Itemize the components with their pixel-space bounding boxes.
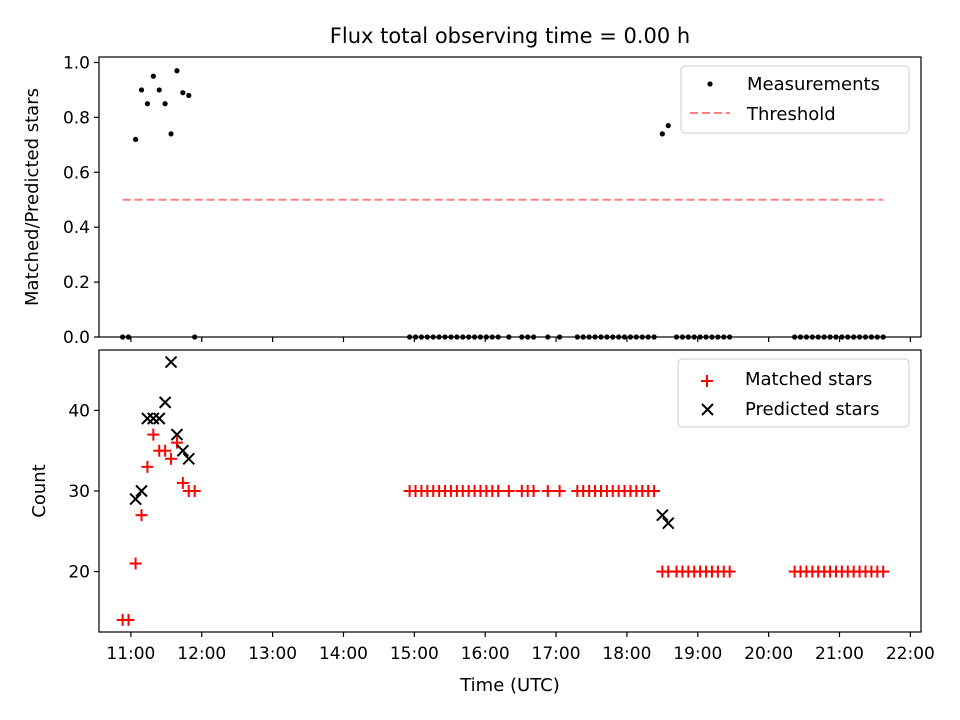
measurement-point [180, 90, 186, 96]
matched-star-point [129, 557, 142, 570]
legend-measurements-label: Measurements [747, 74, 880, 95]
predicted-star-point [170, 428, 184, 441]
measurement-point [156, 87, 162, 93]
measurement-point [168, 131, 174, 137]
bottom-y-tick-label: 30 [68, 482, 90, 502]
measurement-point [138, 87, 145, 93]
bottom-y-axis-label: Count [29, 464, 50, 517]
predicted-star-point [158, 396, 172, 409]
x-tick-label: 19:00 [673, 644, 722, 664]
x-tick-label: 21:00 [815, 644, 864, 664]
matched-star-point [176, 476, 189, 489]
bottom-y-tick-label: 40 [68, 401, 90, 421]
x-tick-label: 12:00 [177, 644, 226, 664]
matched-star-point [527, 485, 540, 497]
bottom-axes-frame [98, 349, 922, 633]
matched-star-point [723, 565, 736, 578]
legend-matched-marker [701, 375, 713, 387]
x-tick-label: 13:00 [248, 644, 297, 664]
top-y-tick-label: 0.6 [63, 163, 90, 183]
top-y-tick-label: 1.0 [63, 53, 90, 73]
matched-star-point [135, 509, 148, 522]
x-tick-label: 15:00 [390, 644, 439, 664]
top-legend-box [680, 65, 910, 134]
bottom-legend-box [677, 358, 910, 428]
legend-predicted-label: Predicted stars [745, 399, 879, 420]
measurement-point [150, 73, 156, 79]
bottom-y-ticks: 20 30 40 [68, 401, 99, 583]
bottom-legend: Matched stars Predicted stars [677, 358, 910, 428]
matched-star-point [188, 485, 201, 497]
predicted-star-point [662, 517, 675, 530]
x-tick-label: 20:00 [744, 644, 793, 664]
measurement-point [174, 68, 180, 74]
bottom-plot-area [116, 355, 890, 626]
measurement-point [162, 101, 168, 107]
top-y-tick-label: 0.8 [63, 108, 90, 128]
matched-star-point [122, 613, 135, 626]
measurement-point [186, 92, 192, 99]
top-legend: Measurements Threshold [680, 65, 910, 134]
top-y-tick-label: 0.0 [63, 328, 90, 348]
matched-star-point [159, 444, 172, 457]
matched-star-point [553, 485, 566, 497]
x-tick-label: 16:00 [461, 644, 510, 664]
x-tick-label: 11:00 [106, 644, 155, 664]
x-axis-label: Time (UTC) [459, 675, 560, 696]
top-y-tick-label: 0.2 [63, 273, 90, 293]
measurement-point [665, 123, 671, 129]
legend-threshold-label: Threshold [746, 104, 836, 125]
bottom-x-ticks: 11:00 12:00 13:00 14:00 15:00 16:00 17:00 18:00… [106, 632, 935, 664]
predicted-star-point [176, 444, 190, 457]
measurement-point [133, 136, 139, 142]
x-tick-label: 17:00 [532, 644, 581, 664]
bottom-panel: 20 30 40 11:00 12:00 13:00 14:00 15:00 16:00 17:… [29, 349, 935, 696]
predicted-star-point [656, 508, 669, 522]
predicted-star-point [147, 412, 160, 425]
x-tick-label: 18:00 [602, 644, 651, 664]
matched-star-point [541, 485, 554, 497]
top-panel: 0.0 0.2 0.4 0.6 0.8 1.0 Matched/Predicted sta… [22, 53, 922, 348]
matched-star-point [141, 460, 154, 473]
predicted-star-point [135, 484, 148, 498]
matched-star-point [502, 485, 515, 497]
legend-matched-label: Matched stars [745, 369, 872, 390]
chart-title: Flux total observing time = 0.00 h [330, 24, 690, 48]
predicted-star-point [164, 355, 178, 369]
top-y-ticks: 0.0 0.2 0.4 0.6 0.8 1.0 [63, 53, 99, 348]
matched-star-point [877, 565, 890, 578]
predicted-star-point [153, 412, 166, 425]
matched-star-point [648, 485, 661, 497]
matched-star-point [170, 436, 183, 449]
top-axes-frame [98, 56, 922, 338]
legend-predicted-marker [701, 403, 714, 416]
x-tick-label: 22:00 [886, 644, 935, 664]
predicted-star-point [141, 412, 154, 425]
measurement-point [659, 131, 665, 137]
matched-star-point [165, 452, 178, 465]
legend-measurements-marker [707, 81, 713, 87]
predicted-star-point [182, 452, 195, 465]
predicted-star-point [129, 492, 142, 506]
matched-star-point [147, 428, 160, 441]
x-tick-label: 14:00 [319, 644, 368, 664]
top-y-tick-label: 0.4 [63, 218, 90, 238]
measurement-point [144, 101, 151, 107]
bottom-y-tick-label: 20 [68, 563, 90, 583]
matched-star-point [492, 485, 505, 497]
top-y-axis-label: Matched/Predicted stars [22, 88, 43, 306]
